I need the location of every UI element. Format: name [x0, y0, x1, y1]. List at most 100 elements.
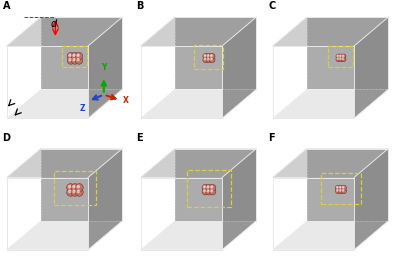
- Text: E: E: [136, 133, 143, 143]
- Circle shape: [71, 188, 79, 196]
- Circle shape: [71, 57, 79, 64]
- Circle shape: [337, 58, 338, 59]
- Polygon shape: [6, 17, 122, 46]
- Circle shape: [77, 185, 80, 188]
- Polygon shape: [272, 17, 388, 46]
- Circle shape: [71, 52, 79, 60]
- Circle shape: [338, 54, 343, 59]
- Circle shape: [336, 188, 341, 194]
- Circle shape: [340, 190, 341, 191]
- Circle shape: [69, 54, 71, 56]
- Bar: [328, 46, 354, 67]
- Text: Z: Z: [80, 104, 86, 113]
- Bar: [54, 171, 96, 205]
- Circle shape: [340, 58, 341, 59]
- Circle shape: [202, 188, 209, 195]
- Polygon shape: [140, 221, 256, 250]
- Polygon shape: [272, 149, 388, 178]
- Circle shape: [207, 190, 209, 192]
- Circle shape: [340, 55, 341, 57]
- Circle shape: [206, 53, 212, 59]
- Circle shape: [342, 186, 344, 188]
- Circle shape: [342, 190, 344, 191]
- Circle shape: [67, 184, 74, 191]
- Circle shape: [204, 55, 206, 57]
- Circle shape: [73, 190, 75, 193]
- Polygon shape: [6, 221, 122, 250]
- Polygon shape: [354, 17, 388, 118]
- Bar: [321, 173, 361, 204]
- Polygon shape: [140, 17, 256, 46]
- Circle shape: [202, 184, 209, 191]
- Circle shape: [336, 57, 341, 62]
- Polygon shape: [307, 149, 388, 221]
- Text: C: C: [268, 1, 276, 11]
- Circle shape: [341, 185, 346, 190]
- Text: D: D: [2, 133, 10, 143]
- Bar: [62, 46, 88, 67]
- Circle shape: [341, 188, 346, 194]
- Text: X: X: [123, 96, 129, 105]
- Circle shape: [203, 57, 209, 63]
- Circle shape: [209, 57, 215, 63]
- Circle shape: [69, 59, 71, 61]
- Circle shape: [211, 186, 213, 188]
- Circle shape: [68, 190, 71, 193]
- Text: Y: Y: [101, 63, 106, 72]
- Circle shape: [338, 57, 343, 62]
- Circle shape: [206, 188, 212, 195]
- Polygon shape: [272, 221, 388, 250]
- Text: F: F: [268, 133, 275, 143]
- Circle shape: [338, 185, 344, 190]
- Circle shape: [68, 185, 71, 188]
- Text: $d$: $d$: [50, 17, 58, 29]
- Text: A: A: [2, 1, 10, 11]
- Circle shape: [338, 188, 344, 194]
- Circle shape: [210, 55, 212, 57]
- Polygon shape: [88, 149, 122, 250]
- Circle shape: [73, 54, 75, 56]
- Circle shape: [206, 57, 212, 63]
- Text: B: B: [136, 1, 144, 11]
- Circle shape: [71, 184, 79, 191]
- Circle shape: [75, 57, 83, 64]
- Polygon shape: [41, 149, 122, 221]
- Polygon shape: [307, 17, 388, 89]
- Circle shape: [340, 186, 341, 188]
- Polygon shape: [6, 89, 122, 118]
- Circle shape: [207, 58, 209, 60]
- Circle shape: [336, 185, 341, 190]
- Polygon shape: [175, 17, 256, 89]
- Circle shape: [77, 190, 80, 193]
- Circle shape: [67, 57, 74, 64]
- Circle shape: [337, 190, 338, 191]
- Circle shape: [341, 54, 346, 59]
- Polygon shape: [140, 89, 256, 118]
- Circle shape: [77, 54, 79, 56]
- Circle shape: [206, 184, 212, 191]
- Circle shape: [73, 185, 75, 188]
- Circle shape: [337, 55, 338, 57]
- Circle shape: [67, 188, 74, 196]
- Polygon shape: [222, 17, 256, 118]
- Polygon shape: [354, 149, 388, 250]
- Circle shape: [207, 55, 209, 57]
- Bar: [186, 170, 231, 207]
- Circle shape: [73, 59, 75, 61]
- Circle shape: [203, 53, 209, 59]
- Circle shape: [336, 54, 341, 59]
- Circle shape: [77, 59, 79, 61]
- Circle shape: [75, 52, 83, 60]
- Circle shape: [204, 186, 206, 188]
- Circle shape: [211, 190, 213, 192]
- Circle shape: [204, 58, 206, 60]
- Bar: [194, 45, 224, 69]
- Circle shape: [342, 55, 344, 57]
- Circle shape: [342, 58, 344, 59]
- Circle shape: [207, 186, 209, 188]
- Circle shape: [209, 184, 216, 191]
- Circle shape: [209, 188, 216, 195]
- Circle shape: [75, 188, 83, 196]
- Polygon shape: [175, 149, 256, 221]
- Circle shape: [341, 57, 346, 62]
